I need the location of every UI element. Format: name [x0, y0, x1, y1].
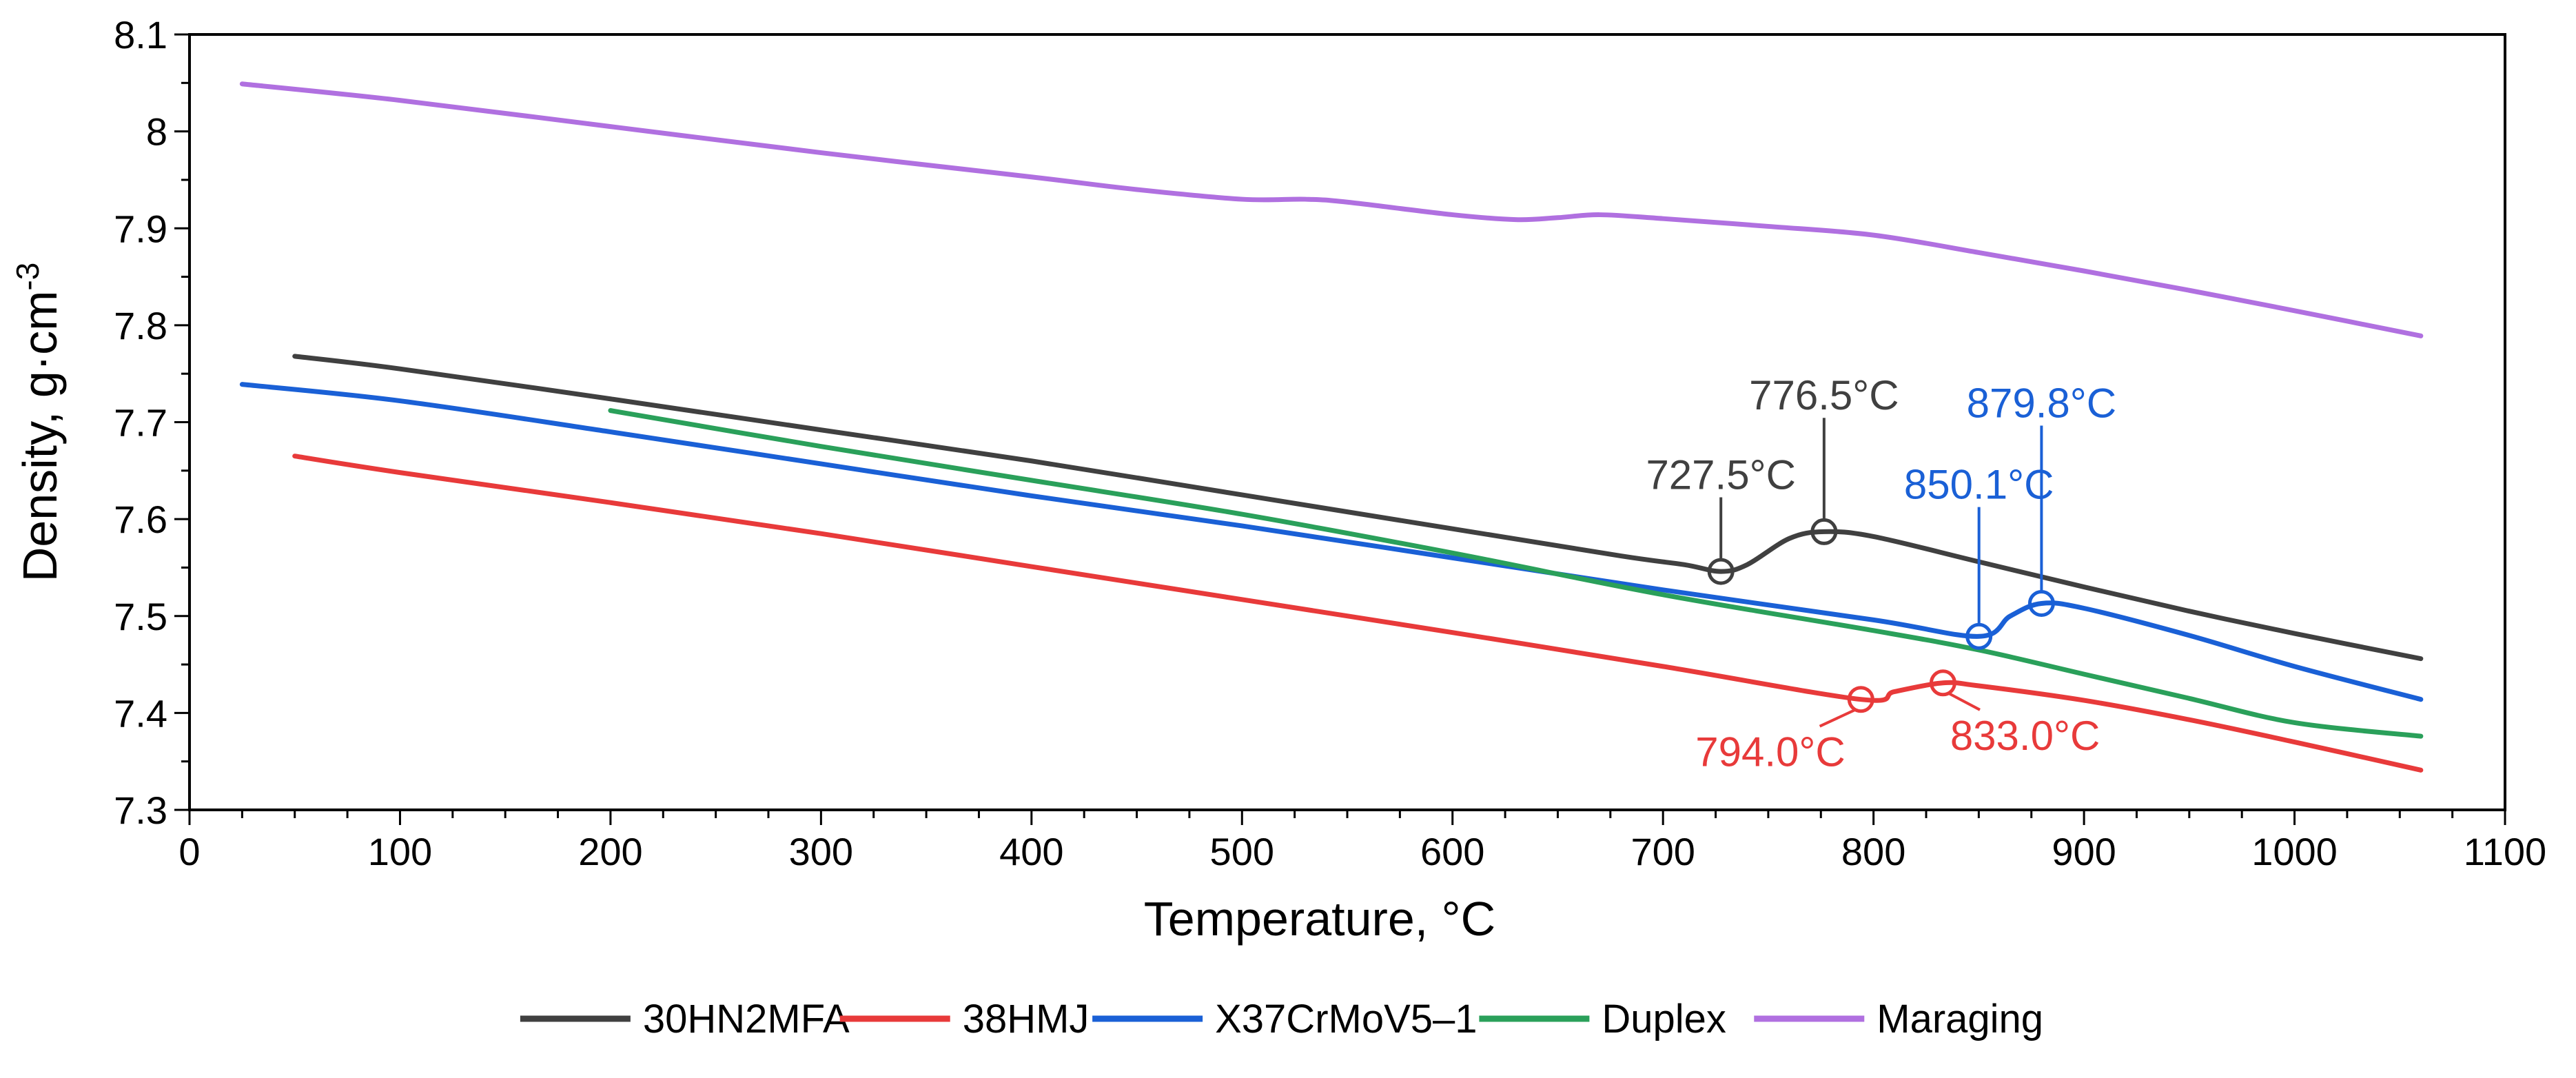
y-tick-label: 8.1 [114, 13, 167, 57]
annotation-label: 879.8°C [1967, 380, 2116, 426]
y-tick-label: 7.9 [114, 207, 167, 250]
legend-label-30hn2mfa: 30HN2MFA [643, 997, 850, 1041]
legend-label-x37crmov5-1: X37CrMoV5–1 [1215, 997, 1477, 1041]
annotation-marker [1929, 669, 1956, 697]
x-tick-label: 100 [368, 830, 432, 873]
series-lines [239, 81, 2424, 773]
y-tick-label: 8 [146, 110, 167, 154]
annotation-marker [2027, 589, 2055, 617]
x-tick-label: 700 [1631, 830, 1695, 873]
x-tick-label: 0 [178, 830, 200, 873]
x-tick-label: 300 [789, 830, 853, 873]
axes: 0 100 200 300 400 500 600 700 800 900 1000 1100 7.3 7… [10, 13, 2546, 946]
series-line-duplex [608, 408, 2424, 739]
series-line-30hn2mfa [292, 354, 2424, 662]
annotation-marker [1810, 518, 1838, 545]
series-line-38hmj [292, 454, 2424, 773]
y-tick-label: 7.6 [114, 498, 167, 541]
annotation-marker [1847, 686, 1874, 713]
annotation-marker [1707, 558, 1735, 585]
x-axis-title: Temperature, °C [1144, 892, 1495, 946]
annotation-leader [1819, 708, 1857, 728]
y-tick-label: 7.4 [114, 691, 167, 735]
y-tick-label: 7.7 [114, 401, 167, 445]
annotation-marker [1965, 622, 1993, 650]
series-line-x37crmov5-1 [239, 382, 2424, 702]
legend: 30HN2MFA 38HMJ X37CrMoV5–1 Duplex Maraging [520, 997, 2043, 1041]
annotation-label: 833.0°C [1950, 713, 2100, 759]
x-tick-label: 800 [1841, 830, 1905, 873]
annotation-label: 776.5°C [1749, 372, 1899, 418]
legend-label-duplex: Duplex [1602, 997, 1726, 1041]
legend-label-maraging: Maraging [1877, 997, 2043, 1041]
x-tick-label: 1000 [2251, 830, 2338, 873]
x-tick-label: 500 [1210, 830, 1274, 873]
x-tick-label: 400 [999, 830, 1063, 873]
x-tick-label: 900 [2052, 830, 2116, 873]
annotation-label: 727.5°C [1646, 452, 1795, 498]
y-tick-label: 7.3 [114, 789, 167, 832]
y-tick-label: 7.5 [114, 595, 167, 638]
annotation-label: 794.0°C [1695, 729, 1845, 775]
x-tick-label: 1100 [2464, 830, 2546, 873]
y-axis-title: Density, g·cm-3 [10, 263, 67, 582]
y-tick-label: 7.8 [114, 304, 167, 347]
x-tick-label: 200 [578, 830, 642, 873]
annotation-leader [1948, 692, 1981, 711]
series-line-maraging [239, 81, 2424, 338]
annotation-label: 850.1°C [1904, 462, 2054, 508]
legend-label-38hmj: 38HMJ [963, 997, 1090, 1041]
x-tick-label: 600 [1420, 830, 1484, 873]
